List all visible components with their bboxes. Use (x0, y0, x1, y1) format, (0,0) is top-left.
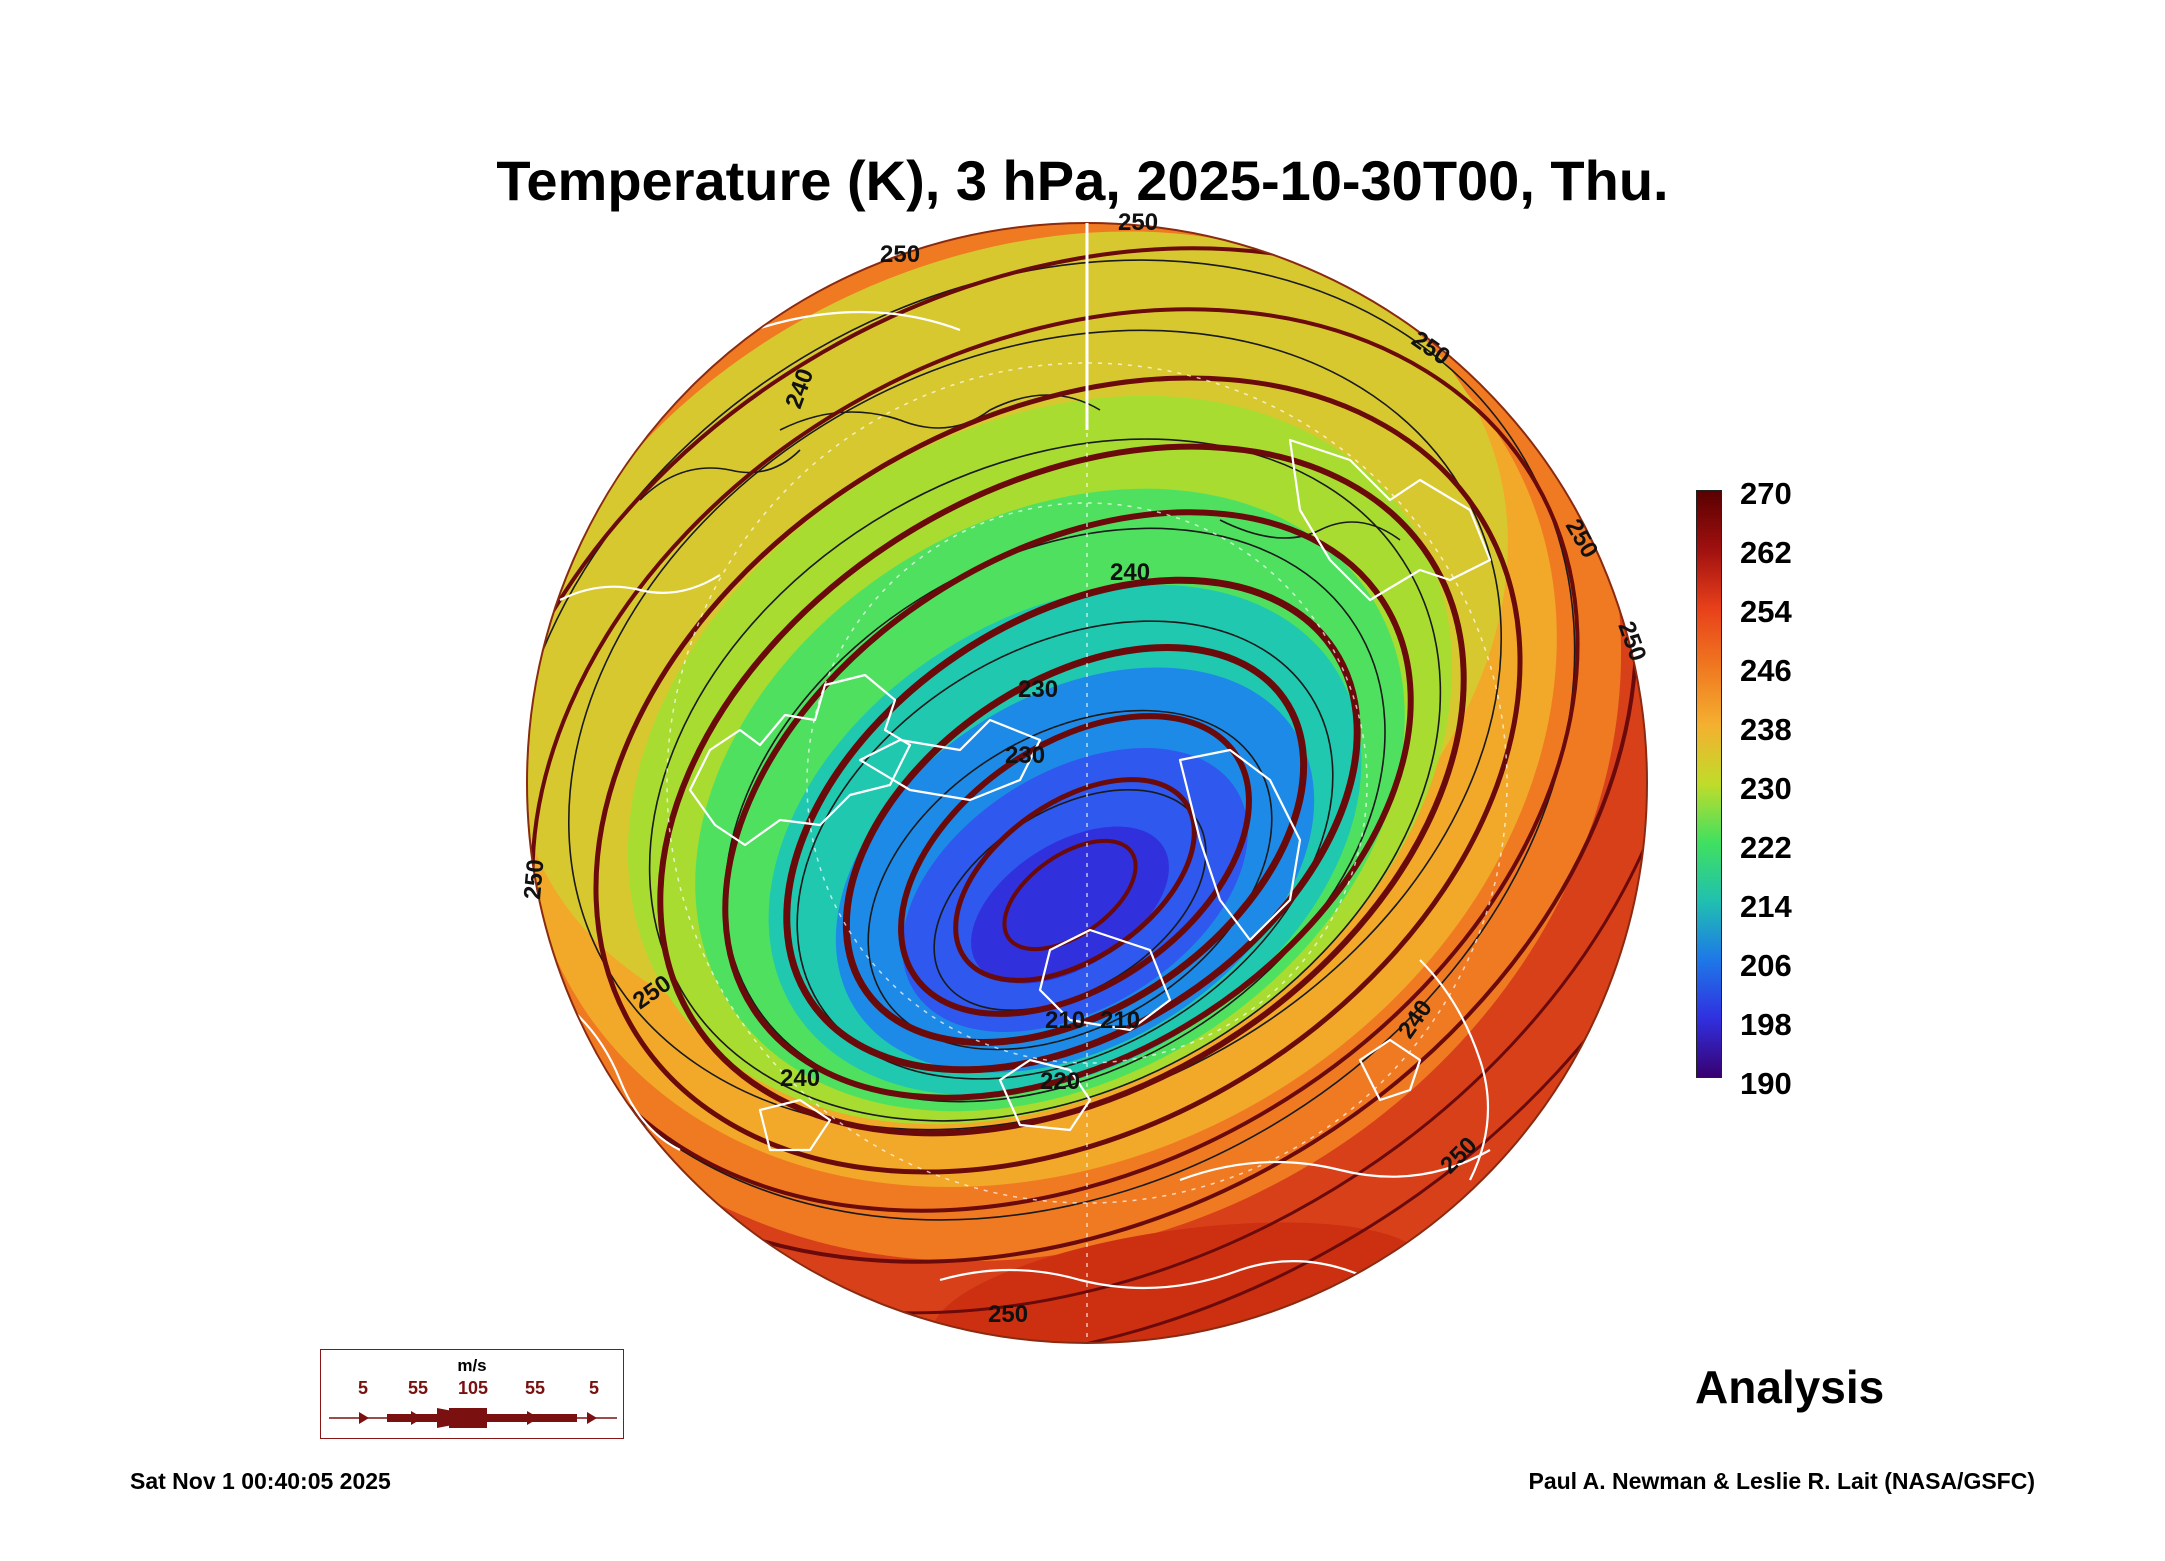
colorbar-tick-label: 222 (1740, 830, 1792, 865)
contour-label: 210 (1100, 1007, 1140, 1034)
credit-line: Paul A. Newman & Leslie R. Lait (NASA/GS… (1528, 1468, 2035, 1494)
contour-label: 220 (1040, 1068, 1080, 1095)
arrow-icon (411, 1411, 423, 1425)
contour-label: 240 (1110, 559, 1150, 586)
colorbar-tick-label: 190 (1740, 1066, 1792, 1101)
wind-speed-legend: m/s 5 55 105 55 5 (320, 1349, 624, 1439)
colorbar-tick-label: 262 (1740, 535, 1792, 570)
temperature-colorbar (1696, 490, 1722, 1078)
wind-tick-label: 55 (407, 1378, 429, 1398)
wind-tick-label: 55 (524, 1378, 546, 1398)
contour-label: 250 (988, 1301, 1028, 1328)
wind-scale-arrows (329, 1408, 617, 1428)
colorbar-tick-label: 206 (1740, 948, 1792, 983)
colorbar-tick-label: 270 (1740, 476, 1792, 511)
generation-timestamp: Sat Nov 1 00:40:05 2025 (130, 1468, 391, 1494)
colorbar-tick-label: 230 (1740, 771, 1792, 806)
contour-label: 250 (1118, 209, 1158, 236)
contour-label: 240 (780, 1065, 820, 1092)
page-title: Temperature (K), 3 hPa, 2025-10-30T00, T… (496, 149, 1669, 212)
contour-label: 250 (880, 241, 920, 268)
graticule (666, 223, 1508, 1343)
colorbar-tick-label: 198 (1740, 1007, 1792, 1042)
globe (527, 223, 1647, 1343)
colorbar-tick-label: 214 (1740, 889, 1792, 924)
arrow-icon (587, 1412, 597, 1424)
arrow-icon (359, 1412, 369, 1424)
arrow-icon (527, 1411, 539, 1425)
colorbar-tick-label: 254 (1740, 594, 1792, 629)
contour-label: 230 (1018, 676, 1058, 703)
wind-tick-label: 5 (357, 1378, 369, 1398)
wind-unit-label: m/s (457, 1356, 487, 1375)
wind-tick-label: 5 (588, 1378, 600, 1398)
coastlines (559, 310, 1492, 1290)
contour-label: 250 (519, 858, 549, 900)
analysis-label: Analysis (1695, 1361, 1885, 1413)
contour-label: 230 (1005, 742, 1045, 769)
colorbar-tick-label: 246 (1740, 653, 1792, 688)
wind-tick-label: 105 (457, 1378, 489, 1398)
contour-label: 210 (1045, 1007, 1085, 1034)
colorbar-tick-label: 238 (1740, 712, 1792, 747)
